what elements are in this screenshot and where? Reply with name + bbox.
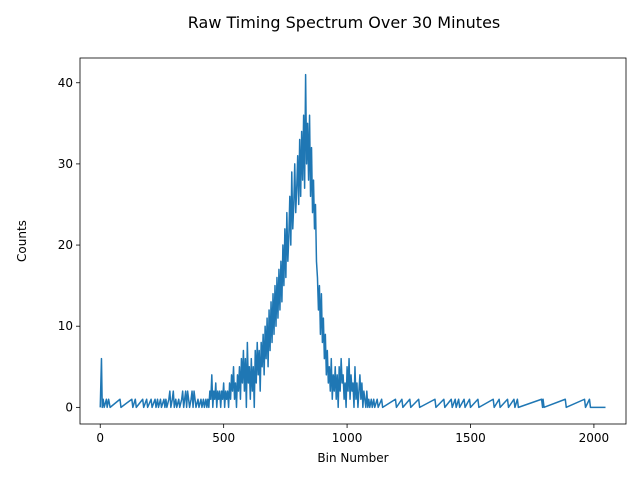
y-axis-label: Counts (15, 220, 29, 262)
y-tick-label: 0 (65, 400, 73, 414)
x-tick-label: 1000 (332, 431, 363, 445)
y-tick-label: 20 (58, 238, 73, 252)
y-tick-label: 10 (58, 319, 73, 333)
chart-title: Raw Timing Spectrum Over 30 Minutes (188, 13, 501, 32)
x-tick-label: 1500 (455, 431, 486, 445)
plot-area (79, 57, 627, 425)
y-axis: 0 10 20 30 40 (58, 76, 80, 414)
x-tick-label: 2000 (579, 431, 610, 445)
y-tick-label: 40 (58, 76, 73, 90)
x-axis-label: Bin Number (317, 451, 388, 465)
axes-frame (79, 57, 627, 425)
y-tick-label: 30 (58, 157, 73, 171)
x-tick-label: 0 (96, 431, 104, 445)
x-tick-label: 500 (212, 431, 235, 445)
series-line-counts (99, 73, 606, 409)
x-axis: 0 500 1000 1500 2000 (96, 424, 609, 445)
